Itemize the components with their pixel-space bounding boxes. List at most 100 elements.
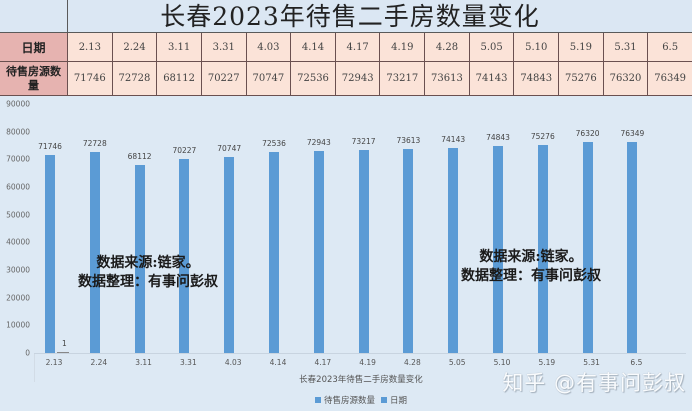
date-cell: 5.19 bbox=[559, 33, 604, 62]
y-tick-label: 70000 bbox=[6, 154, 30, 164]
y-tick-label: 30000 bbox=[6, 265, 30, 275]
zhihu-watermark: 知乎 @有事问彭叔 bbox=[502, 371, 686, 395]
source-line: 数据来源:链家。 bbox=[479, 249, 583, 265]
x-tick-label: 3.11 bbox=[135, 358, 152, 367]
bar[interactable] bbox=[493, 145, 503, 353]
count-cell: 74143 bbox=[469, 62, 515, 96]
bar[interactable] bbox=[89, 151, 100, 353]
x-tick-label: 2.24 bbox=[90, 358, 108, 367]
date-cell: 3.11 bbox=[157, 33, 202, 62]
bar-value-label: 72536 bbox=[262, 139, 286, 149]
date-cell: 5.10 bbox=[514, 33, 560, 62]
table-title-row: 长春2023年待售二手房数量变化 bbox=[0, 0, 692, 33]
bar[interactable] bbox=[269, 152, 279, 353]
organizer-line: 数据整理：有事问彭叔 bbox=[78, 274, 218, 290]
bar[interactable] bbox=[134, 164, 145, 353]
x-tick-label: 3.31 bbox=[180, 358, 197, 367]
table-date-row: 日期 2.13 2.24 3.11 3.31 4.03 4.14 4.17 4.19 4.28 5… bbox=[0, 33, 692, 62]
date-cell: 5.05 bbox=[469, 33, 515, 62]
bar[interactable] bbox=[224, 157, 235, 353]
x-tick-label: 4.03 bbox=[224, 358, 242, 367]
count-cells: 71746 72728 68112 70227 70747 72536 72943 73217… bbox=[68, 62, 692, 96]
count-cell: 68112 bbox=[157, 62, 202, 96]
legend: 待售房源数量 日期 bbox=[0, 394, 692, 406]
x-tick-label: 4.17 bbox=[314, 358, 332, 367]
bar[interactable] bbox=[179, 158, 190, 353]
source-annotation-left: 数据来源:链家。 数据整理：有事问彭叔 bbox=[68, 254, 228, 292]
bar[interactable] bbox=[537, 144, 548, 353]
bar-value-label: 70747 bbox=[217, 144, 242, 154]
bar-value-label: 73217 bbox=[351, 137, 376, 147]
date-cell: 4.19 bbox=[380, 33, 426, 62]
y-tick-label: 50000 bbox=[6, 210, 30, 220]
y-tick-label: 40000 bbox=[6, 237, 30, 247]
y-tick-label: 80000 bbox=[6, 127, 30, 137]
y-tick-label: 90000 bbox=[6, 99, 30, 109]
count-cell: 71746 bbox=[68, 62, 113, 96]
organizer-line: 数据整理：有事问彭叔 bbox=[461, 268, 601, 284]
legend-swatch-icon bbox=[314, 397, 321, 403]
legend-label: 日期 bbox=[390, 396, 408, 406]
x-tick-label: 5.05 bbox=[448, 358, 466, 367]
x-tick-label: 5.10 bbox=[493, 358, 511, 367]
count-cell: 72536 bbox=[291, 62, 336, 96]
count-cell: 72943 bbox=[335, 62, 381, 96]
bar-value-label: 71746 bbox=[38, 141, 62, 151]
bar-value-label: 73613 bbox=[396, 136, 421, 146]
date-cell: 4.28 bbox=[425, 33, 470, 62]
y-tick-label: 0 bbox=[25, 348, 30, 358]
bar[interactable] bbox=[313, 151, 324, 353]
date-cell: 4.03 bbox=[246, 33, 292, 62]
bar[interactable] bbox=[582, 141, 593, 353]
count-header: 待售房源数量 bbox=[0, 62, 68, 96]
count-cell: 70227 bbox=[201, 62, 247, 96]
y-tick-label: 20000 bbox=[6, 293, 30, 303]
source-line: 数据来源:链家。 bbox=[96, 255, 200, 271]
x-tick-label: 4.14 bbox=[269, 358, 287, 367]
date-cell: 2.24 bbox=[112, 33, 158, 62]
bar-value-label: 72728 bbox=[82, 138, 107, 148]
y-tick-label: 60000 bbox=[6, 182, 30, 192]
date-series-bar bbox=[57, 352, 69, 353]
x-tick-label: 5.31 bbox=[583, 358, 600, 367]
date-cell: 4.14 bbox=[291, 33, 336, 62]
bar[interactable] bbox=[627, 141, 638, 353]
bar-value-label: 76349 bbox=[620, 128, 645, 138]
legend-label: 待售房源数量 bbox=[323, 396, 375, 406]
bar-value-label: 74843 bbox=[486, 132, 510, 142]
bar-chart: 0 10000 20000 30000 40000 50000 60000 70000 8000… bbox=[0, 96, 692, 411]
count-cell: 75276 bbox=[559, 62, 604, 96]
table-count-row: 待售房源数量 71746 72728 68112 70227 70747 72536 729… bbox=[0, 62, 692, 96]
date-cell: 4.17 bbox=[335, 33, 381, 62]
count-cell: 73613 bbox=[425, 62, 470, 96]
count-cell: 76349 bbox=[648, 62, 692, 96]
bar-value-label: 74143 bbox=[441, 134, 466, 144]
count-cell: 73217 bbox=[380, 62, 426, 96]
bar[interactable] bbox=[403, 149, 414, 353]
bar-value-label: 70227 bbox=[172, 145, 197, 155]
date-cell: 6.5 bbox=[648, 33, 692, 62]
bar[interactable] bbox=[448, 147, 459, 353]
count-cell: 74843 bbox=[514, 62, 560, 96]
table-corner-cell bbox=[0, 0, 68, 33]
date-series-label: 1 bbox=[62, 339, 67, 348]
x-tick-label: 4.28 bbox=[404, 358, 421, 367]
count-cell: 72728 bbox=[112, 62, 158, 96]
bar[interactable] bbox=[45, 154, 55, 353]
count-cell: 76320 bbox=[603, 62, 649, 96]
plot-left-line bbox=[34, 354, 35, 382]
table-title: 长春2023年待售二手房数量变化 bbox=[68, 0, 692, 33]
x-tick-label: 5.19 bbox=[538, 358, 556, 367]
legend-item-date[interactable]: 日期 bbox=[381, 394, 407, 406]
y-tick-label: 10000 bbox=[6, 320, 30, 330]
bar[interactable] bbox=[358, 150, 369, 353]
date-cell: 2.13 bbox=[68, 33, 113, 62]
bar-value-label: 68112 bbox=[127, 151, 152, 161]
legend-item-count[interactable]: 待售房源数量 bbox=[314, 394, 375, 406]
data-table: 长春2023年待售二手房数量变化 日期 2.13 2.24 3.11 3.31 4.03… bbox=[0, 0, 692, 96]
x-tick-label: 6.5 bbox=[630, 358, 643, 367]
date-cells: 2.13 2.24 3.11 3.31 4.03 4.14 4.17 4.19 4.28 5.05… bbox=[68, 33, 692, 62]
x-axis-title: 长春2023年待售二手房数量变化 bbox=[299, 375, 423, 385]
date-cell: 3.31 bbox=[201, 33, 247, 62]
x-tick-label: 2.13 bbox=[45, 358, 63, 367]
